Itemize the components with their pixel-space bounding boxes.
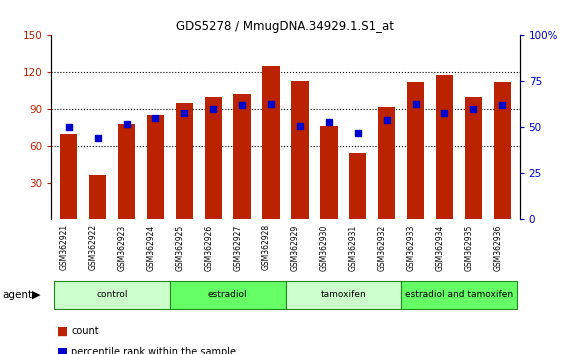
Point [498,103,507,108]
Text: count: count [71,326,99,336]
Bar [147,115,164,219]
Point [411,101,420,106]
Point [324,119,333,125]
Bar [465,97,482,219]
Text: GSM362935: GSM362935 [464,224,473,271]
Text: tamoxifen: tamoxifen [320,290,366,299]
Point [440,110,449,115]
Text: ■: ■ [57,325,68,337]
Bar [204,97,222,219]
Text: GSM362934: GSM362934 [436,224,444,271]
Bar [291,81,308,219]
Point [64,125,73,130]
Text: estradiol and tamoxifen: estradiol and tamoxifen [405,290,513,299]
Point [238,103,247,108]
Text: GSM362929: GSM362929 [291,224,300,270]
Text: ▶: ▶ [32,290,41,300]
Text: GSM362923: GSM362923 [118,224,127,270]
Text: GSM362932: GSM362932 [377,224,387,270]
Bar [60,133,78,219]
Text: GSM362936: GSM362936 [493,224,502,271]
Point [469,106,478,112]
Text: percentile rank within the sample: percentile rank within the sample [71,347,236,354]
Bar [407,82,424,219]
Text: GSM362922: GSM362922 [89,224,98,270]
Bar [378,107,395,219]
Text: GSM362928: GSM362928 [262,224,271,270]
FancyBboxPatch shape [170,281,286,309]
Bar [263,66,280,219]
Bar [89,175,106,219]
Text: GSM362924: GSM362924 [146,224,155,270]
Text: control: control [96,290,128,299]
Text: GSM362921: GSM362921 [60,224,69,270]
Point [353,130,363,136]
FancyBboxPatch shape [286,281,401,309]
Point [295,123,304,129]
Text: GSM362933: GSM362933 [407,224,416,271]
Bar [176,103,193,219]
Text: estradiol: estradiol [208,290,247,299]
Text: GSM362927: GSM362927 [233,224,242,270]
FancyBboxPatch shape [401,281,517,309]
Text: agent: agent [3,290,33,300]
Point [122,121,131,127]
Text: GSM362926: GSM362926 [204,224,213,270]
Text: ■: ■ [57,346,68,354]
Point [208,106,218,112]
Text: GSM362925: GSM362925 [175,224,184,270]
Point [93,136,102,141]
Bar [320,126,337,219]
FancyBboxPatch shape [54,281,170,309]
Bar [493,82,511,219]
Bar [234,94,251,219]
Bar [118,124,135,219]
Point [267,101,276,106]
Point [180,110,189,115]
Title: GDS5278 / MmugDNA.34929.1.S1_at: GDS5278 / MmugDNA.34929.1.S1_at [176,20,395,33]
Text: GSM362930: GSM362930 [320,224,329,271]
Bar [436,75,453,219]
Point [382,117,391,123]
Text: GSM362931: GSM362931 [349,224,358,270]
Point [151,115,160,121]
Bar [349,153,367,219]
